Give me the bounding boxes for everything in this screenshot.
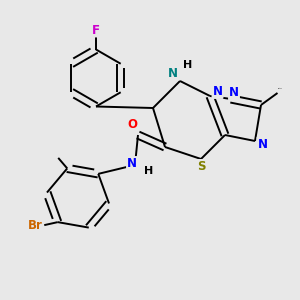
Text: O: O <box>127 118 137 131</box>
Text: N: N <box>257 137 268 151</box>
Text: F: F <box>92 23 100 37</box>
Text: H: H <box>183 59 192 70</box>
Text: N: N <box>167 67 178 80</box>
Text: N: N <box>127 157 137 170</box>
Text: N: N <box>212 85 223 98</box>
Text: N: N <box>229 86 239 100</box>
Text: H: H <box>144 166 153 176</box>
Text: S: S <box>197 160 205 173</box>
Text: Br: Br <box>28 219 43 232</box>
Text: methyl: methyl <box>278 88 283 89</box>
